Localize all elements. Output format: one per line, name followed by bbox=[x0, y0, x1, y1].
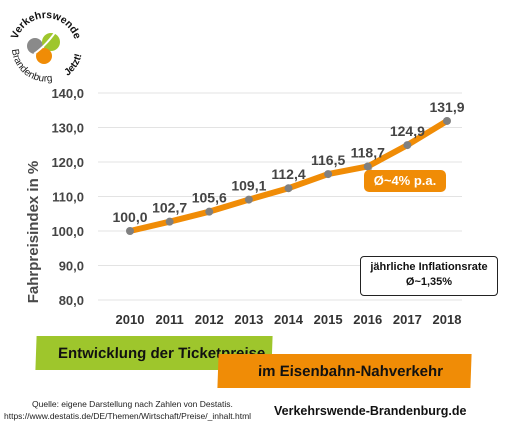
x-tick-label: 2015 bbox=[314, 312, 343, 327]
source-note: Quelle: eigene Darstellung nach Zahlen v… bbox=[4, 398, 251, 422]
data-point bbox=[363, 162, 372, 171]
source-line-2: https://www.destatis.de/DE/Themen/Wirtsc… bbox=[4, 411, 252, 421]
y-tick-label: 100,0 bbox=[51, 224, 84, 239]
y-tick-label: 110,0 bbox=[52, 190, 84, 205]
inflation-box: jährliche Inflationsrate Ø~1,35% bbox=[360, 256, 498, 296]
data-point bbox=[205, 207, 214, 216]
growth-callout: Ø~4% p.a. bbox=[364, 170, 446, 192]
logo-icon: Verkehrswende Brandenburg Jetzt! bbox=[9, 9, 85, 85]
data-markers bbox=[126, 116, 451, 235]
data-point bbox=[244, 195, 253, 204]
x-tick-label: 2018 bbox=[433, 312, 462, 327]
grid-lines bbox=[98, 92, 462, 301]
y-tick-label: 130,0 bbox=[51, 121, 84, 136]
logo: Verkehrswende Brandenburg Jetzt! bbox=[4, 2, 88, 86]
data-label: 102,7 bbox=[152, 200, 187, 216]
banner-rail-transport-text: im Eisenbahn-Nahverkehr bbox=[257, 363, 444, 380]
data-label: 124,9 bbox=[390, 123, 425, 139]
y-tick-label: 90,0 bbox=[59, 259, 84, 274]
data-point bbox=[126, 227, 134, 235]
x-tick-label: 2017 bbox=[393, 312, 422, 327]
x-tick-label: 2011 bbox=[156, 312, 184, 327]
data-point bbox=[324, 170, 333, 179]
data-label: 131,9 bbox=[429, 99, 464, 115]
data-label: 100,0 bbox=[112, 209, 147, 225]
data-label: 105,6 bbox=[192, 190, 227, 206]
data-point bbox=[443, 116, 451, 125]
data-point bbox=[165, 217, 174, 226]
x-tick-label: 2012 bbox=[195, 312, 224, 327]
y-tick-label: 140,0 bbox=[51, 86, 84, 101]
x-tick-label: 2014 bbox=[274, 312, 304, 327]
website-link[interactable]: Verkehrswende-Brandenburg.de bbox=[274, 404, 467, 418]
logo-right-text: Jetzt! bbox=[63, 53, 85, 79]
inflation-title: jährliche Inflationsrate bbox=[370, 261, 488, 273]
y-axis-label: Fahrpreisindex in % bbox=[25, 161, 42, 304]
y-tick-label: 120,0 bbox=[51, 155, 84, 170]
y-tick-labels: 80,0 90,0 100,0 110,0 120,0 130,0 140,0 bbox=[51, 86, 84, 308]
data-label: 118,7 bbox=[351, 144, 385, 160]
inflation-value: Ø~1,35% bbox=[405, 276, 453, 288]
banner-rail-transport: im Eisenbahn-Nahverkehr bbox=[217, 354, 472, 388]
data-label: 109,1 bbox=[231, 178, 266, 194]
y-tick-label: 80,0 bbox=[59, 293, 84, 308]
x-tick-label: 2010 bbox=[116, 312, 145, 327]
x-tick-label: 2013 bbox=[234, 312, 263, 327]
data-point bbox=[403, 141, 412, 150]
data-label: 116,5 bbox=[311, 152, 345, 168]
source-line-1: Quelle: eigene Darstellung nach Zahlen v… bbox=[32, 399, 233, 409]
x-tick-label: 2016 bbox=[353, 312, 382, 327]
data-label: 112,4 bbox=[271, 166, 305, 182]
data-point bbox=[284, 184, 293, 193]
svg-text:Jetzt!: Jetzt! bbox=[63, 53, 85, 79]
x-tick-labels: 2010 2011 2012 2013 2014 2015 2016 2017 2018 bbox=[116, 312, 462, 327]
